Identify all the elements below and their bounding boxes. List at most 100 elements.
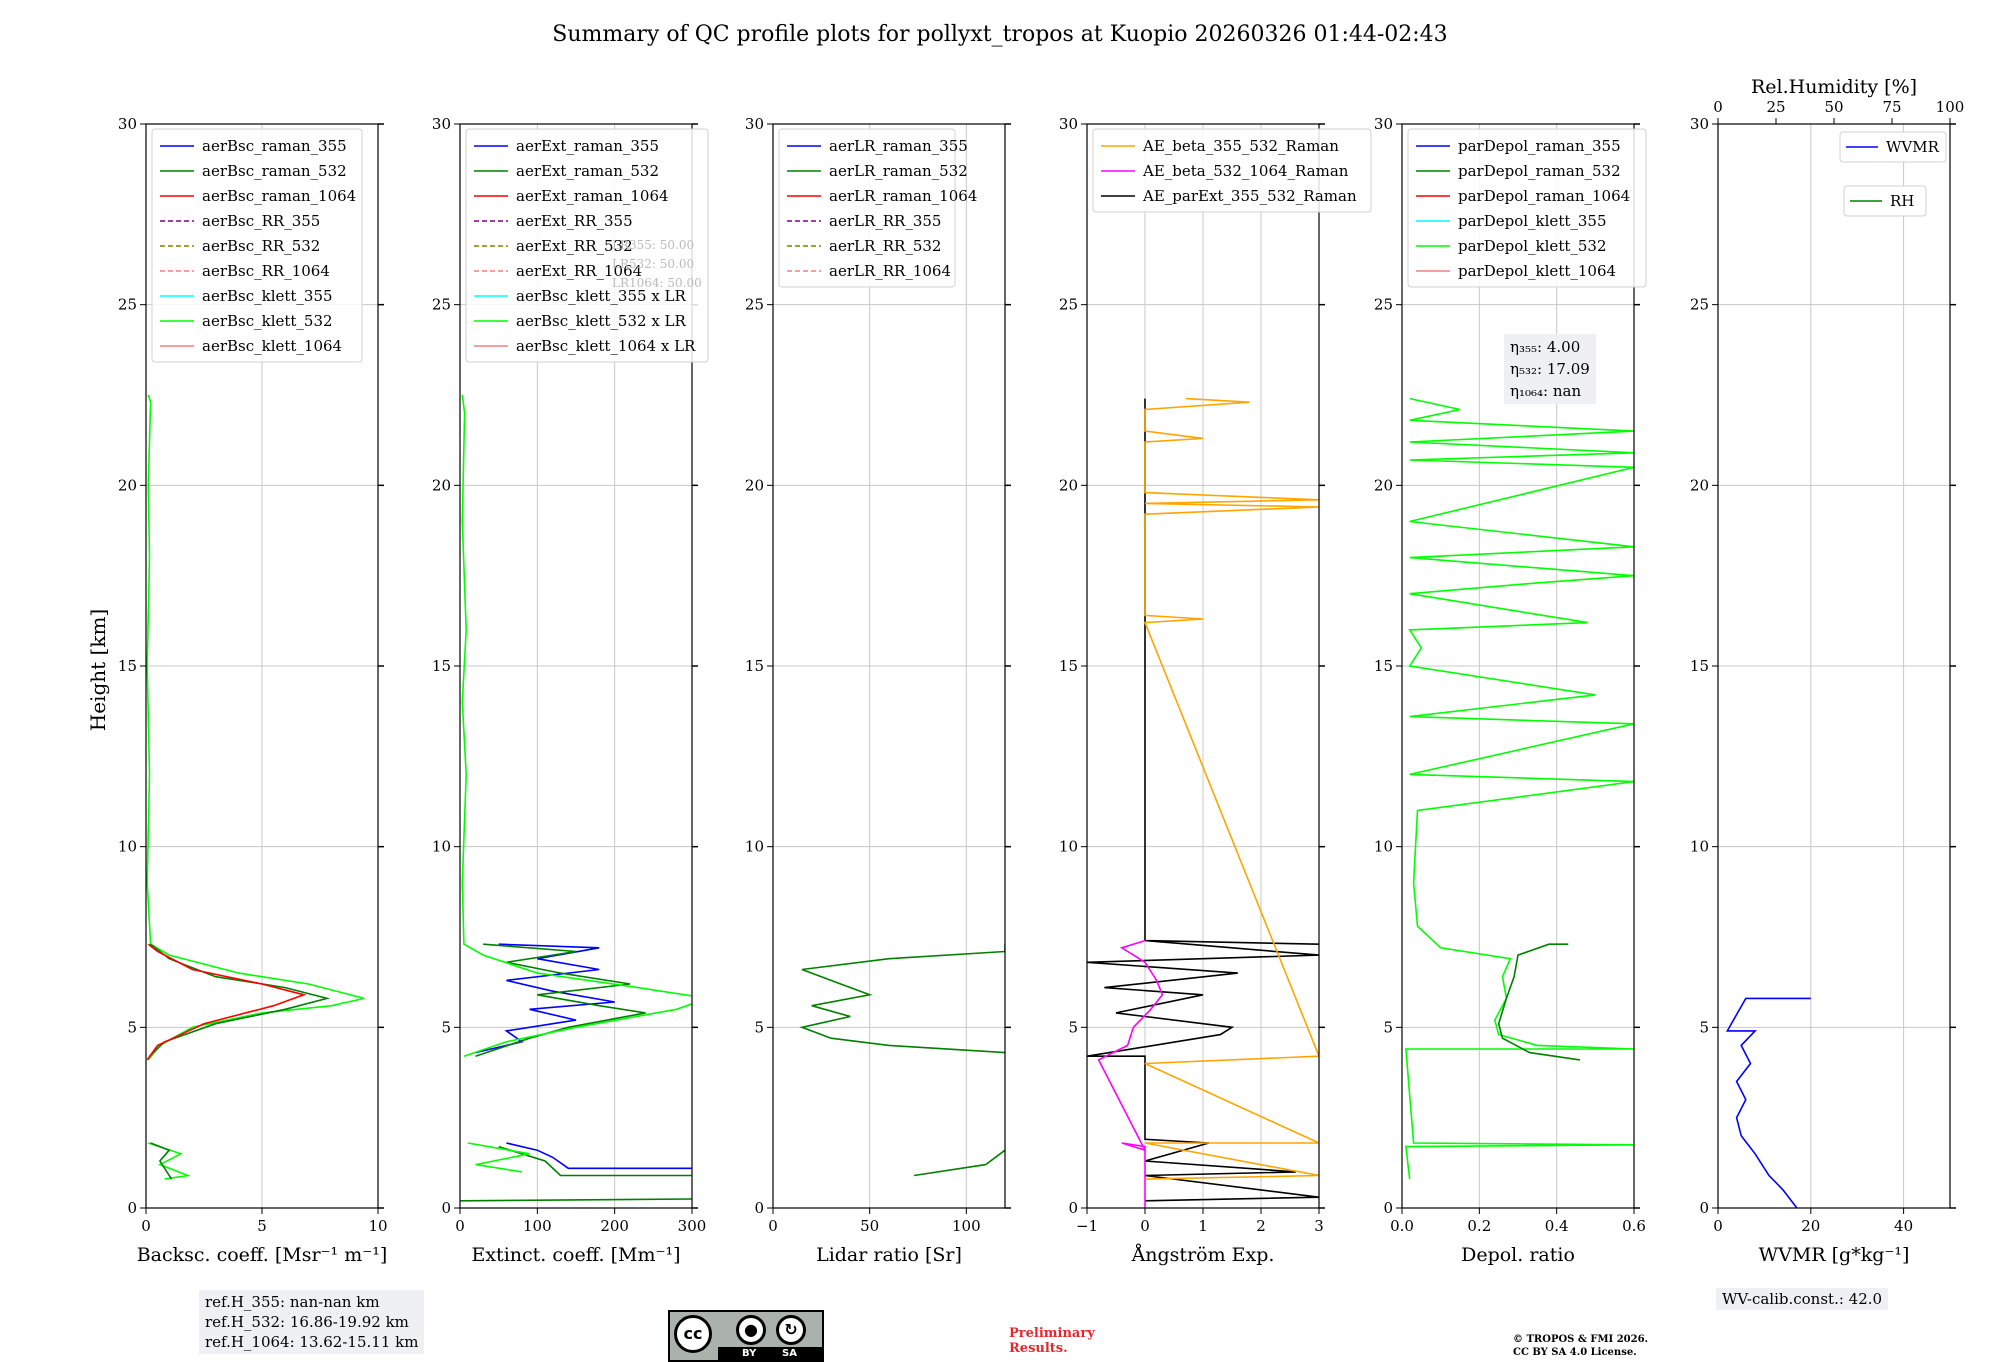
series-aerext-raman-532-low (498, 1145, 692, 1177)
y-tick-label: 0 (1068, 1199, 1078, 1217)
y-tick-label: 25 (1059, 296, 1078, 314)
y-tick-label: 5 (1068, 1018, 1078, 1036)
y-tick-label: 25 (118, 296, 137, 314)
y-tick-label: 30 (118, 115, 137, 133)
figure-title: Summary of QC profile plots for pollyxt_… (552, 22, 1448, 47)
cc-bottom-bar: BY SA (718, 1347, 822, 1360)
copyright-note: © TROPOS & FMI 2026. CC BY SA 4.0 Licens… (1513, 1333, 1648, 1359)
x-tick-label: 2 (1256, 1217, 1266, 1235)
legend-label: aerLR_raman_532 (829, 162, 968, 180)
y-tick-label: 0 (1699, 1199, 1709, 1217)
series-aerbsc-raman-1064 (146, 943, 307, 1061)
legend-box (778, 128, 956, 288)
ref-height-1064: ref.H_1064: 13.62-15.11 km (205, 1333, 419, 1351)
y-tick-label: 15 (432, 657, 451, 675)
y-tick-label: 10 (1374, 838, 1393, 856)
y-tick-label: 15 (1059, 657, 1078, 675)
legend-label: aerLR_raman_1064 (829, 187, 977, 205)
legend: WVMR RH (1839, 131, 1947, 217)
legend-label: parDepol_klett_532 (1458, 237, 1607, 255)
legend-label: aerBsc_raman_355 (202, 137, 347, 155)
x-tick-label: 50 (860, 1217, 879, 1235)
x-tick-label: 20 (1801, 1217, 1820, 1235)
legend-label: RH (1890, 192, 1914, 210)
x-tick-label: 100 (952, 1217, 981, 1235)
y-tick-label: 15 (1690, 657, 1709, 675)
top-x-tick-label: 25 (1766, 98, 1785, 116)
legend-box (1407, 128, 1647, 288)
x-tick-label: 10 (368, 1217, 387, 1235)
x-tick-label: 200 (600, 1217, 629, 1235)
y-tick-label: 30 (1690, 115, 1709, 133)
series-aerbsc-klett-532-x-lr-low (467, 1142, 530, 1173)
eta-532: η₅₃₂: 17.09 (1510, 360, 1590, 378)
y-tick-label: 25 (745, 296, 764, 314)
y-tick-label: 5 (1699, 1018, 1709, 1036)
x-tick-label: 0.6 (1622, 1217, 1646, 1235)
series-group (460, 394, 692, 1202)
sa-share-icon: ↻ (776, 1315, 806, 1345)
legend-label: parDepol_raman_355 (1458, 137, 1621, 155)
lr-1064: LR1064: 50.00 (612, 276, 702, 290)
x-tick-label: 0 (768, 1217, 778, 1235)
top-x-tick-label: 75 (1882, 98, 1901, 116)
eta-box: η₃₅₅: 4.00 η₅₃₂: 17.09 η₁₀₆₄: nan (1504, 334, 1596, 404)
series-pardepol-raman-532 (1497, 943, 1581, 1061)
y-tick-label: 20 (745, 476, 764, 494)
top-x-tick-label: 50 (1824, 98, 1843, 116)
x-tick-label: 100 (523, 1217, 552, 1235)
y-tick-label: 30 (745, 115, 764, 133)
preliminary-results-note: Preliminary Results. (1009, 1326, 1095, 1356)
legend: parDepol_raman_355 parDepol_raman_532 parD… (1407, 128, 1647, 288)
x-axis-label: Extinct. coeff. [Mm⁻¹] (471, 1244, 680, 1266)
y-tick-label: 30 (432, 115, 451, 133)
lr-355: LR355: 50.00 (612, 238, 695, 252)
legend-label: AE_beta_532_1064_Raman (1142, 162, 1349, 180)
y-tick-label: 0 (441, 1199, 451, 1217)
legend-label: AE_parExt_355_532_Raman (1142, 187, 1357, 205)
legend-label: parDepol_klett_1064 (1458, 262, 1616, 280)
legend-label: aerBsc_raman_1064 (202, 187, 356, 205)
x-tick-label: 0.0 (1390, 1217, 1414, 1235)
x-tick-label: 0 (1140, 1217, 1150, 1235)
x-tick-label: 3 (1314, 1217, 1324, 1235)
legend: aerLR_raman_355 aerLR_raman_532 aerLR_rama… (778, 128, 977, 288)
legend-label: aerBsc_klett_355 x LR (516, 287, 687, 305)
y-tick-label: 20 (1690, 476, 1709, 494)
y-tick-label: 0 (754, 1199, 764, 1217)
x-tick-label: 1 (1198, 1217, 1208, 1235)
x-axis-label: WVMR [g*kg⁻¹] (1759, 1244, 1910, 1266)
x-tick-label: 5 (257, 1217, 267, 1235)
eta-355: η₃₅₅: 4.00 (1510, 338, 1581, 356)
panel-lr: 0 50 100 0 5 10 15 20 25 30 Lidar ratio [Sr] aerLR_… (745, 115, 1011, 1266)
legend-label: parDepol_raman_532 (1458, 162, 1621, 180)
series-ae-beta-532-1064-raman (1097, 939, 1164, 1208)
legend-label: aerBsc_klett_355 (202, 287, 333, 305)
ref-height-box: ref.H_355: nan-nan km ref.H_532: 16.86-1… (199, 1290, 425, 1354)
y-tick-label: 20 (1374, 476, 1393, 494)
ref-height-355: ref.H_355: nan-nan km (205, 1293, 380, 1311)
legend-label: AE_beta_355_532_Raman (1142, 137, 1339, 155)
y-tick-label: 20 (118, 476, 137, 494)
y-tick-label: 15 (118, 657, 137, 675)
x-tick-label: −1 (1076, 1217, 1098, 1235)
series-aerlr-raman-532-low (913, 1149, 1005, 1177)
by-person-icon: ● (736, 1315, 766, 1345)
y-tick-label: 20 (1059, 476, 1078, 494)
y-tick-label: 5 (441, 1018, 451, 1036)
series-aerlr-raman-532 (799, 944, 1005, 1054)
y-tick-label: 10 (118, 838, 137, 856)
legend-label: aerExt_RR_1064 (516, 262, 642, 280)
preliminary-line-1: Preliminary (1009, 1326, 1095, 1341)
legend-label: aerBsc_RR_1064 (202, 262, 330, 280)
x-tick-label: 0 (141, 1217, 151, 1235)
legend-label: aerBsc_RR_355 (202, 212, 320, 230)
legend: aerExt_raman_355 aerExt_raman_532 aerExt_r… (465, 128, 709, 363)
y-tick-label: 10 (745, 838, 764, 856)
y-tick-label: 25 (1374, 296, 1393, 314)
panel-depol: 0.0 0.2 0.4 0.6 0 5 10 15 20 25 30 Depol. ratio parD… (1374, 115, 1647, 1266)
panel-ext: 0 100 200 300 0 5 10 15 20 25 30 Extinct. coeff. [M… (432, 115, 709, 1266)
